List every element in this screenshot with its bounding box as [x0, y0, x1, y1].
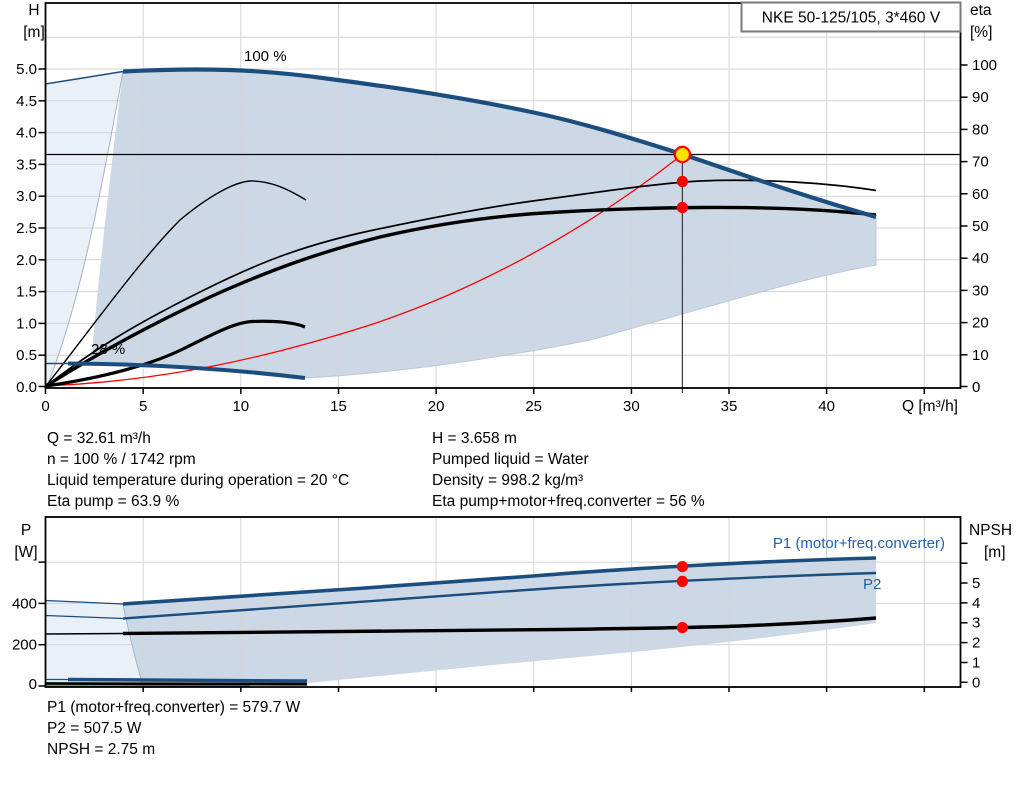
svg-text:3: 3 — [972, 615, 980, 632]
bottom-right-axis-ticks — [961, 543, 968, 682]
pump-title: NKE 50-125/105, 3*460 V — [762, 10, 941, 27]
p1-duty-marker — [677, 561, 688, 572]
p1-curve-label: P1 (motor+freq.converter) — [773, 535, 945, 552]
svg-text:4.5: 4.5 — [16, 93, 37, 110]
p2-duty-marker — [677, 576, 688, 587]
h-axis-unit: [m] — [23, 24, 45, 41]
bottom-chart: 400 200 0 5 4 3 2 1 0 P [W] NPSH [m] P1 … — [12, 517, 1012, 693]
q-axis-title: Q [m³/h] — [902, 398, 958, 415]
svg-text:0.5: 0.5 — [16, 347, 37, 364]
svg-text:0: 0 — [972, 379, 980, 396]
svg-text:15: 15 — [330, 398, 347, 415]
npsh-28-curve — [46, 684, 307, 685]
npsh-tick-labels: 5 4 3 2 1 0 — [972, 575, 980, 691]
info-eta-total: Eta pump+motor+freq.converter = 56 % — [432, 493, 705, 510]
svg-text:1: 1 — [972, 654, 980, 671]
svg-text:10: 10 — [972, 347, 989, 364]
svg-text:40: 40 — [818, 398, 835, 415]
svg-text:10: 10 — [232, 398, 249, 415]
duty-info-block: Q = 32.61 m³/h n = 100 % / 1742 rpm Liqu… — [47, 430, 705, 510]
svg-text:30: 30 — [972, 282, 989, 299]
svg-text:80: 80 — [972, 121, 989, 138]
p2-curve-label: P2 — [863, 576, 881, 593]
svg-text:40: 40 — [972, 250, 989, 267]
info-pumped-liquid: Pumped liquid = Water — [432, 451, 589, 468]
svg-text:200: 200 — [12, 637, 37, 654]
svg-text:5.0: 5.0 — [16, 61, 37, 78]
operating-point-marker[interactable] — [675, 147, 690, 162]
eta-axis-unit: [%] — [970, 24, 992, 41]
svg-text:4: 4 — [972, 595, 980, 612]
speed-100-label: 100 % — [244, 48, 287, 65]
npsh-duty-marker — [677, 622, 688, 633]
info-eta-pump: Eta pump = 63.9 % — [47, 493, 179, 510]
h-axis-title: H — [28, 2, 39, 19]
p-axis-title: P — [21, 522, 31, 539]
info-speed: n = 100 % / 1742 rpm — [47, 451, 196, 468]
svg-text:0: 0 — [29, 676, 37, 693]
npsh-curve-min — [46, 634, 124, 635]
svg-text:2.5: 2.5 — [16, 220, 37, 237]
svg-text:3.5: 3.5 — [16, 156, 37, 173]
top-right-axis-ticks — [961, 65, 968, 387]
svg-text:90: 90 — [972, 89, 989, 106]
svg-text:3.0: 3.0 — [16, 188, 37, 205]
svg-text:25: 25 — [525, 398, 542, 415]
svg-text:70: 70 — [972, 154, 989, 171]
p-axis-unit: [W] — [14, 544, 37, 561]
eta-total-duty-marker — [677, 202, 688, 213]
info-head: H = 3.658 m — [432, 430, 517, 447]
p1-28-curve — [68, 680, 307, 682]
svg-text:5: 5 — [139, 398, 147, 415]
eta-axis-title: eta — [970, 2, 992, 19]
svg-text:100: 100 — [972, 57, 997, 74]
svg-text:35: 35 — [721, 398, 738, 415]
result-p2: P2 = 507.5 W — [47, 720, 142, 737]
bottom-left-axis-ticks — [39, 562, 46, 686]
p-tick-labels: 400 200 0 — [12, 595, 37, 693]
svg-text:20: 20 — [972, 315, 989, 332]
top-left-axis-ticks — [39, 69, 46, 387]
svg-text:0.0: 0.0 — [16, 379, 37, 396]
svg-text:1.0: 1.0 — [16, 315, 37, 332]
eta-pump-duty-marker — [677, 176, 688, 187]
results-block: P1 (motor+freq.converter) = 579.7 W P2 =… — [47, 699, 301, 758]
info-density: Density = 998.2 kg/m³ — [432, 472, 583, 489]
eta-tick-labels: 100 90 80 70 60 50 40 30 20 10 0 — [972, 57, 997, 396]
q-tick-labels: 0 5 10 15 20 25 30 35 40 — [41, 398, 835, 415]
info-q: Q = 32.61 m³/h — [47, 430, 151, 447]
svg-text:50: 50 — [972, 218, 989, 235]
svg-text:2.0: 2.0 — [16, 252, 37, 269]
top-chart: 5.0 4.5 4.0 3.5 3.0 2.5 2.0 1.5 1.0 0.5 … — [16, 2, 997, 415]
result-p1: P1 (motor+freq.converter) = 579.7 W — [47, 699, 301, 716]
svg-text:2: 2 — [972, 635, 980, 652]
svg-text:30: 30 — [623, 398, 640, 415]
envelope-region — [91, 69, 876, 378]
npsh-axis-title: NPSH — [969, 522, 1012, 539]
svg-text:20: 20 — [428, 398, 445, 415]
svg-text:1.5: 1.5 — [16, 284, 37, 301]
svg-text:5: 5 — [972, 575, 980, 592]
result-npsh: NPSH = 2.75 m — [47, 741, 155, 758]
svg-text:0: 0 — [972, 674, 980, 691]
svg-text:0: 0 — [41, 398, 49, 415]
info-liquid-temp: Liquid temperature during operation = 20… — [47, 472, 349, 489]
h-tick-labels: 5.0 4.5 4.0 3.5 3.0 2.5 2.0 1.5 1.0 0.5 … — [16, 61, 37, 396]
svg-text:60: 60 — [972, 186, 989, 203]
npsh-axis-unit: [m] — [984, 544, 1006, 561]
svg-text:4.0: 4.0 — [16, 125, 37, 142]
svg-text:400: 400 — [12, 595, 37, 612]
speed-28-label: 28 % — [91, 341, 125, 358]
